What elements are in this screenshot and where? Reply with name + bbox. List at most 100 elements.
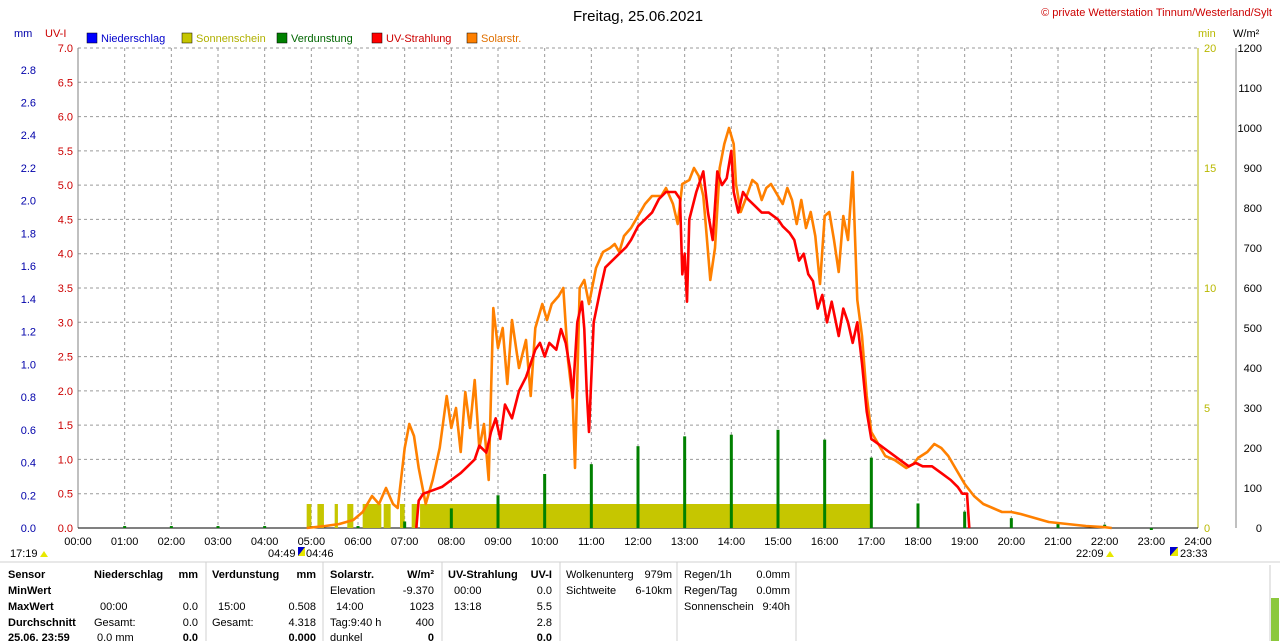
stats-sunshine-label: Sonnenschein	[684, 601, 754, 613]
stats-solar-dark-value: 0	[428, 632, 434, 641]
sunrise-icon-half	[298, 547, 305, 556]
x-tick-label: 01:00	[111, 536, 139, 548]
min-tick-label: 20	[1204, 43, 1216, 55]
legend-label-sonnenschein: Sonnenschein	[196, 33, 266, 45]
x-tick-label: 04:00	[251, 536, 279, 548]
evaporation-spike	[683, 436, 687, 528]
x-tick-label: 11:00	[578, 536, 605, 548]
legend-swatch-verdunstung	[276, 32, 288, 44]
legend-label-niederschlag: Niederschlag	[101, 33, 165, 45]
x-tick-label: 16:00	[811, 536, 839, 548]
evaporation-spike	[1056, 523, 1060, 528]
uvi-tick-label: 3.0	[58, 317, 73, 329]
wm2-tick-label: 0	[1256, 523, 1262, 535]
stats-solar-max-time: 14:00	[336, 601, 364, 613]
wm2-tick-label: 300	[1244, 403, 1262, 415]
evaporation-spike	[1149, 528, 1153, 530]
evaporation-spike	[449, 508, 453, 528]
mm-tick-label: 1.0	[21, 359, 36, 371]
stats-solar-day-label: Tag:9:40 h	[330, 617, 381, 629]
mm-tick-label: 0.8	[21, 392, 36, 404]
stats-solar-unit: W/m²	[407, 569, 434, 581]
tick-labels: 00:00 01:00 02:00 03:00 04:00 05:00 06:00 07:00…	[21, 43, 1262, 548]
legend-swatch-niederschlag	[86, 32, 98, 44]
x-tick-label: 23:00	[1138, 536, 1166, 548]
x-tick-label: 24:00	[1184, 536, 1212, 548]
copyright-label: © private Wetterstation Tinnum/Westerlan…	[1041, 7, 1272, 19]
uvi-tick-label: 6.5	[58, 77, 73, 89]
uvi-tick-label: 3.5	[58, 283, 73, 295]
evaporation-spike	[869, 457, 873, 528]
wm2-tick-label: 200	[1244, 443, 1262, 455]
uvi-tick-label: 4.0	[58, 249, 73, 261]
uvi-tick-label: 5.0	[58, 180, 73, 192]
stats-min-label: MinWert	[8, 585, 52, 597]
uvi-tick-label: 0.5	[58, 489, 73, 501]
evaporation-spike	[169, 526, 173, 529]
solar-line	[306, 126, 1112, 530]
legend-label-verdunstung: Verdunstung	[291, 33, 353, 45]
stats-solar-dark-label: dunkel	[330, 632, 362, 641]
stats-rain-hour-label: Regen/1h	[684, 569, 732, 581]
wm2-tick-label: 1000	[1238, 123, 1262, 135]
mm-tick-label: 2.4	[21, 130, 36, 142]
stats-uv-last-value: 0.0	[537, 632, 552, 641]
sunshine-bar	[420, 504, 872, 528]
mm-tick-label: 1.4	[21, 294, 36, 306]
x-tick-label: 10:00	[531, 536, 559, 548]
stats-uv-max-value: 5.5	[537, 601, 552, 613]
x-tick-label: 05:00	[298, 536, 326, 548]
x-tick-label: 02:00	[158, 536, 186, 548]
sun-marker-left: 17:19	[10, 548, 38, 560]
sunset-icon	[1106, 551, 1114, 557]
stats-precip-last: 0.0 mm	[97, 632, 134, 641]
stats-precip-total-label: Gesamt:	[94, 617, 136, 629]
uvi-tick-label: 4.5	[58, 214, 73, 226]
stats-solar-elev-value: -9.370	[403, 585, 434, 597]
uvi-tick-label: 2.0	[58, 386, 73, 398]
wm2-tick-label: 100	[1244, 483, 1262, 495]
stats-precip-max-time: 00:00	[100, 601, 128, 613]
stats-rain-hour-value: 0.0mm	[756, 569, 790, 581]
wm2-tick-label: 700	[1244, 243, 1262, 255]
legend-swatch-sonnenschein	[181, 32, 193, 44]
stats-solar-max-value: 1023	[410, 601, 434, 613]
wm2-tick-label: 800	[1244, 203, 1262, 215]
mm-tick-label: 2.8	[21, 65, 36, 77]
mm-tick-label: 1.6	[21, 261, 36, 273]
evaporation-spike	[823, 439, 827, 528]
legend-swatch-uv	[371, 32, 383, 44]
x-tick-label: 09:00	[484, 536, 512, 548]
mm-tick-label: 1.8	[21, 228, 36, 240]
x-tick-label: 15:00	[764, 536, 792, 548]
sunshine-bar	[347, 504, 354, 528]
stats-avg-label: Durchschnitt	[8, 617, 76, 629]
mm-tick-label: 1.2	[21, 327, 36, 339]
stats-evap-header: Verdunstung	[212, 569, 279, 581]
stats-evap-max-value: 0.508	[288, 601, 316, 613]
min-tick-label: 5	[1204, 403, 1210, 415]
x-tick-label: 00:00	[64, 536, 92, 548]
stats-uv-min-time: 00:00	[454, 585, 482, 597]
sun-marker-rise1: 04:49	[268, 548, 296, 560]
x-tick-label: 07:00	[391, 536, 419, 548]
stats-evap-total-label: Gesamt:	[212, 617, 254, 629]
mm-tick-label: 2.2	[21, 163, 36, 175]
stats-uv-header: UV-Strahlung	[448, 569, 518, 581]
stats-evap-total-value: 4.318	[288, 617, 316, 629]
stats-evap-last-value: 0.000	[288, 632, 316, 641]
mm-tick-label: 2.6	[21, 97, 36, 109]
evaporation-spike	[123, 526, 127, 529]
legend-label-uv: UV-Strahlung	[386, 33, 451, 45]
x-tick-label: 21:00	[1044, 536, 1072, 548]
stats-uv-avg-value: 2.8	[537, 617, 552, 629]
stats-cloud-label: Wolkenunterg	[566, 569, 634, 581]
stats-max-label: MaxWert	[8, 601, 54, 613]
unit-wm2-label: W/m²	[1233, 28, 1260, 40]
chart-title: Freitag, 25.06.2021	[573, 8, 703, 25]
wm2-tick-label: 900	[1244, 163, 1262, 175]
x-tick-label: 06:00	[344, 536, 372, 548]
wm2-tick-label: 400	[1244, 363, 1262, 375]
mm-tick-label: 0.4	[21, 458, 36, 470]
x-tick-label: 12:00	[624, 536, 652, 548]
